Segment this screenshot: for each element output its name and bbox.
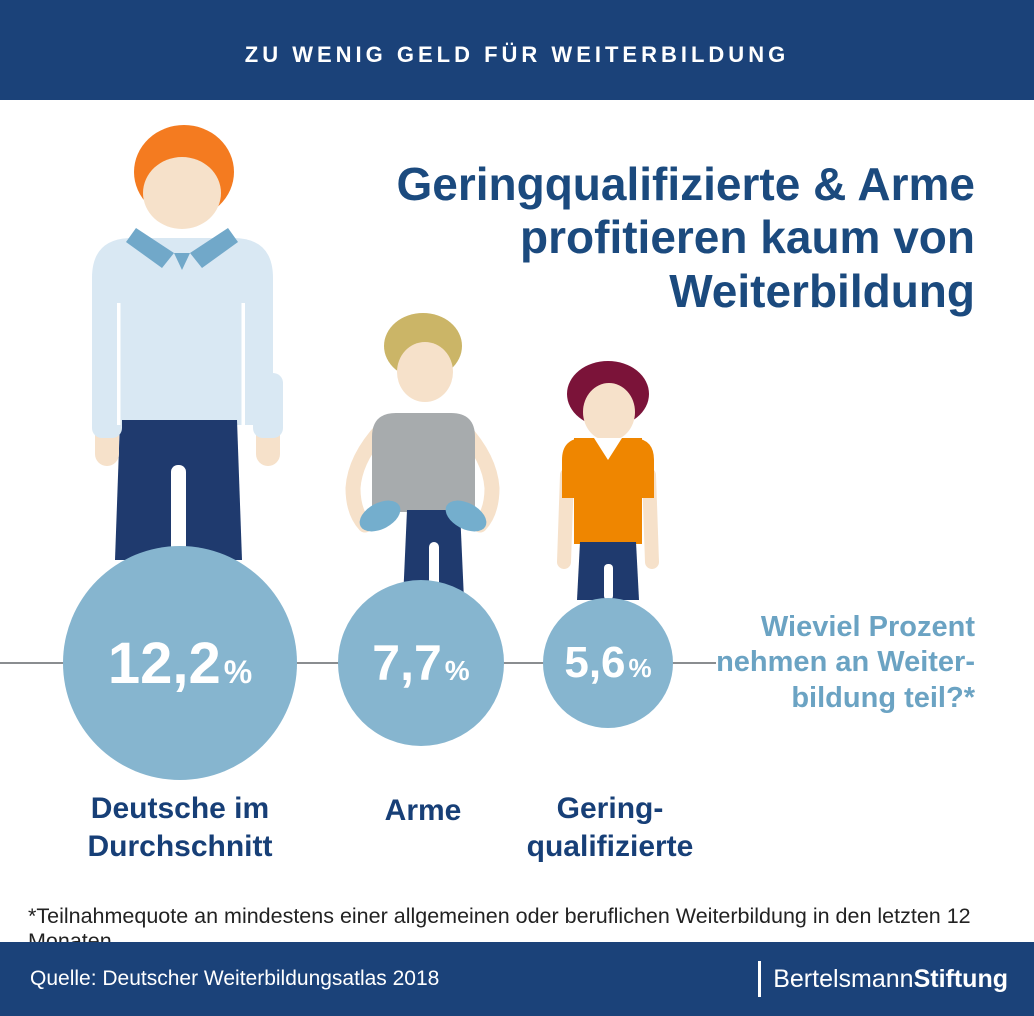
bertelsmann-stiftung-logo: BertelsmannStiftung xyxy=(758,961,1008,997)
empty-pocket-right xyxy=(445,500,487,532)
logo-text: BertelsmannStiftung xyxy=(773,965,1008,994)
category-label-low-qualified: Gering- qualifizierte xyxy=(526,792,694,863)
left-arm xyxy=(345,420,391,533)
bubble-value: 5,6 xyxy=(564,638,626,687)
logo-text-regular: Bertelsmann xyxy=(773,964,914,993)
question-text: Wieviel Prozent nehmen an Weiter- bildun… xyxy=(716,611,975,714)
logo-bar-icon xyxy=(758,961,762,997)
face xyxy=(397,342,453,402)
left-sleeve xyxy=(92,373,122,438)
bubble-text: 5,6 % xyxy=(564,638,651,688)
bubble-unit: % xyxy=(444,655,470,686)
logo-text-bold: Stiftung xyxy=(913,964,1008,993)
bubble-value: 7,7 xyxy=(372,635,442,691)
category-label-poor: Arme xyxy=(384,794,462,827)
arm-seam-left xyxy=(117,303,121,425)
legs-gap xyxy=(171,465,186,560)
sweater xyxy=(92,238,273,425)
top-banner: ZU WENIG GELD FÜR WEITERBILDUNG xyxy=(0,0,1034,100)
footer-bar: Quelle: Deutscher Weiterbildungsatlas 20… xyxy=(0,942,1034,1016)
bubble-text: 7,7 % xyxy=(372,634,469,692)
source-text: Quelle: Deutscher Weiterbildungsatlas 20… xyxy=(30,967,440,990)
right-arm xyxy=(454,420,500,533)
gray-shirt xyxy=(372,413,475,512)
collar-right xyxy=(190,228,238,268)
arm-seam-right xyxy=(241,303,245,425)
banner-title: ZU WENIG GELD FÜR WEITERBILDUNG xyxy=(244,42,790,67)
headline: Geringqualifizierte & Arme profitieren k… xyxy=(396,158,975,317)
bubble-low-qualified: 5,6 % xyxy=(543,598,673,728)
footnote: *Teilnahmequote an mindestens einer allg… xyxy=(28,904,971,953)
bubble-unit: % xyxy=(628,653,652,683)
figure-average-german xyxy=(92,125,283,560)
category-label-average-german: Deutsche im Durchschnitt xyxy=(87,792,273,863)
right-sleeve xyxy=(253,373,283,438)
collar-left xyxy=(126,228,174,268)
legs-gap xyxy=(604,564,613,600)
bubble-unit: % xyxy=(223,653,253,690)
collar-center xyxy=(174,253,190,270)
bubble-text: 12,2 % xyxy=(108,630,252,697)
bubble-poor: 7,7 % xyxy=(338,580,504,746)
face xyxy=(143,157,221,229)
figure-low-qualified xyxy=(557,361,659,600)
face xyxy=(583,383,635,441)
figure-poor-person xyxy=(345,313,500,600)
empty-pocket-left xyxy=(359,500,401,532)
bubble-average-german: 12,2 % xyxy=(63,546,297,780)
bubble-value: 12,2 xyxy=(107,630,221,696)
v-neck xyxy=(594,438,622,460)
